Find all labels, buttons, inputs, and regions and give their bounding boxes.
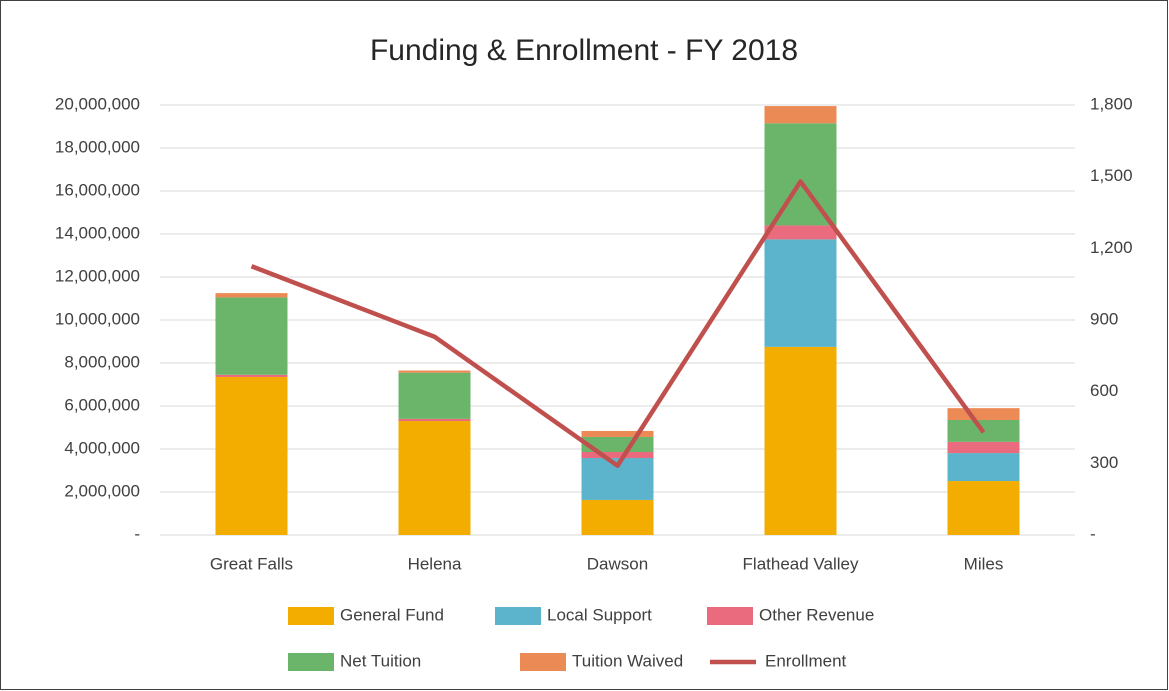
bar-segment — [215, 376, 288, 535]
y-tick-label: 16,000,000 — [55, 180, 140, 199]
legend-swatch — [520, 653, 566, 671]
legend-label: Tuition Waived — [572, 651, 683, 670]
y2-tick-label: 1,200 — [1090, 238, 1133, 257]
bar-segment — [947, 453, 1020, 482]
y-tick-label: - — [134, 524, 140, 543]
bar-segment — [215, 374, 288, 377]
y-tick-label: 10,000,000 — [55, 309, 140, 328]
y2-tick-label: 1,500 — [1090, 166, 1133, 185]
x-tick-label: Flathead Valley — [743, 554, 859, 573]
bar-segment — [764, 106, 837, 124]
bar-segment — [947, 408, 1020, 420]
bar-segment — [398, 418, 471, 422]
legend-label: Local Support — [547, 605, 652, 624]
y-tick-label: 2,000,000 — [64, 481, 140, 500]
legend-label: Other Revenue — [759, 605, 874, 624]
legend-swatch — [288, 607, 334, 625]
y-tick-label: 4,000,000 — [64, 438, 140, 457]
x-tick-label: Great Falls — [210, 554, 293, 573]
chart-title: Funding & Enrollment - FY 2018 — [370, 34, 798, 67]
y-tick-label: 20,000,000 — [55, 94, 140, 113]
bar-segment — [764, 123, 837, 226]
legend-label: Net Tuition — [340, 651, 421, 670]
bar-segment — [947, 441, 1020, 454]
x-tick-label: Dawson — [587, 554, 648, 573]
bar-segment — [764, 346, 837, 535]
y2-tick-label: 900 — [1090, 309, 1118, 328]
legend-swatch — [288, 653, 334, 671]
y-tick-label: 18,000,000 — [55, 137, 140, 156]
legend-swatch — [495, 607, 541, 625]
bar-segment — [215, 297, 288, 375]
bar-segment — [215, 293, 288, 298]
y2-tick-label: 600 — [1090, 381, 1118, 400]
y2-tick-label: - — [1090, 524, 1096, 543]
legend-label: Enrollment — [765, 651, 847, 670]
bar-segment — [581, 499, 654, 535]
x-tick-label: Helena — [408, 554, 462, 573]
bar-segment — [764, 225, 837, 240]
bar-segment — [764, 239, 837, 347]
bar-segment — [947, 481, 1020, 535]
legend-swatch — [707, 607, 753, 625]
y-tick-label: 6,000,000 — [64, 395, 140, 414]
bar-segment — [581, 430, 654, 437]
bar-segment — [581, 452, 654, 459]
bar-segment — [398, 421, 471, 535]
y2-tick-label: 300 — [1090, 453, 1118, 472]
bar-segment — [398, 372, 471, 419]
line-series — [250, 179, 986, 468]
y-tick-label: 8,000,000 — [64, 352, 140, 371]
x-tick-label: Miles — [964, 554, 1004, 573]
y-tick-label: 12,000,000 — [55, 266, 140, 285]
bar-segment — [398, 370, 471, 373]
y2-tick-label: 1,800 — [1090, 94, 1133, 113]
legend-label: General Fund — [340, 605, 444, 624]
y-tick-label: 14,000,000 — [55, 223, 140, 242]
